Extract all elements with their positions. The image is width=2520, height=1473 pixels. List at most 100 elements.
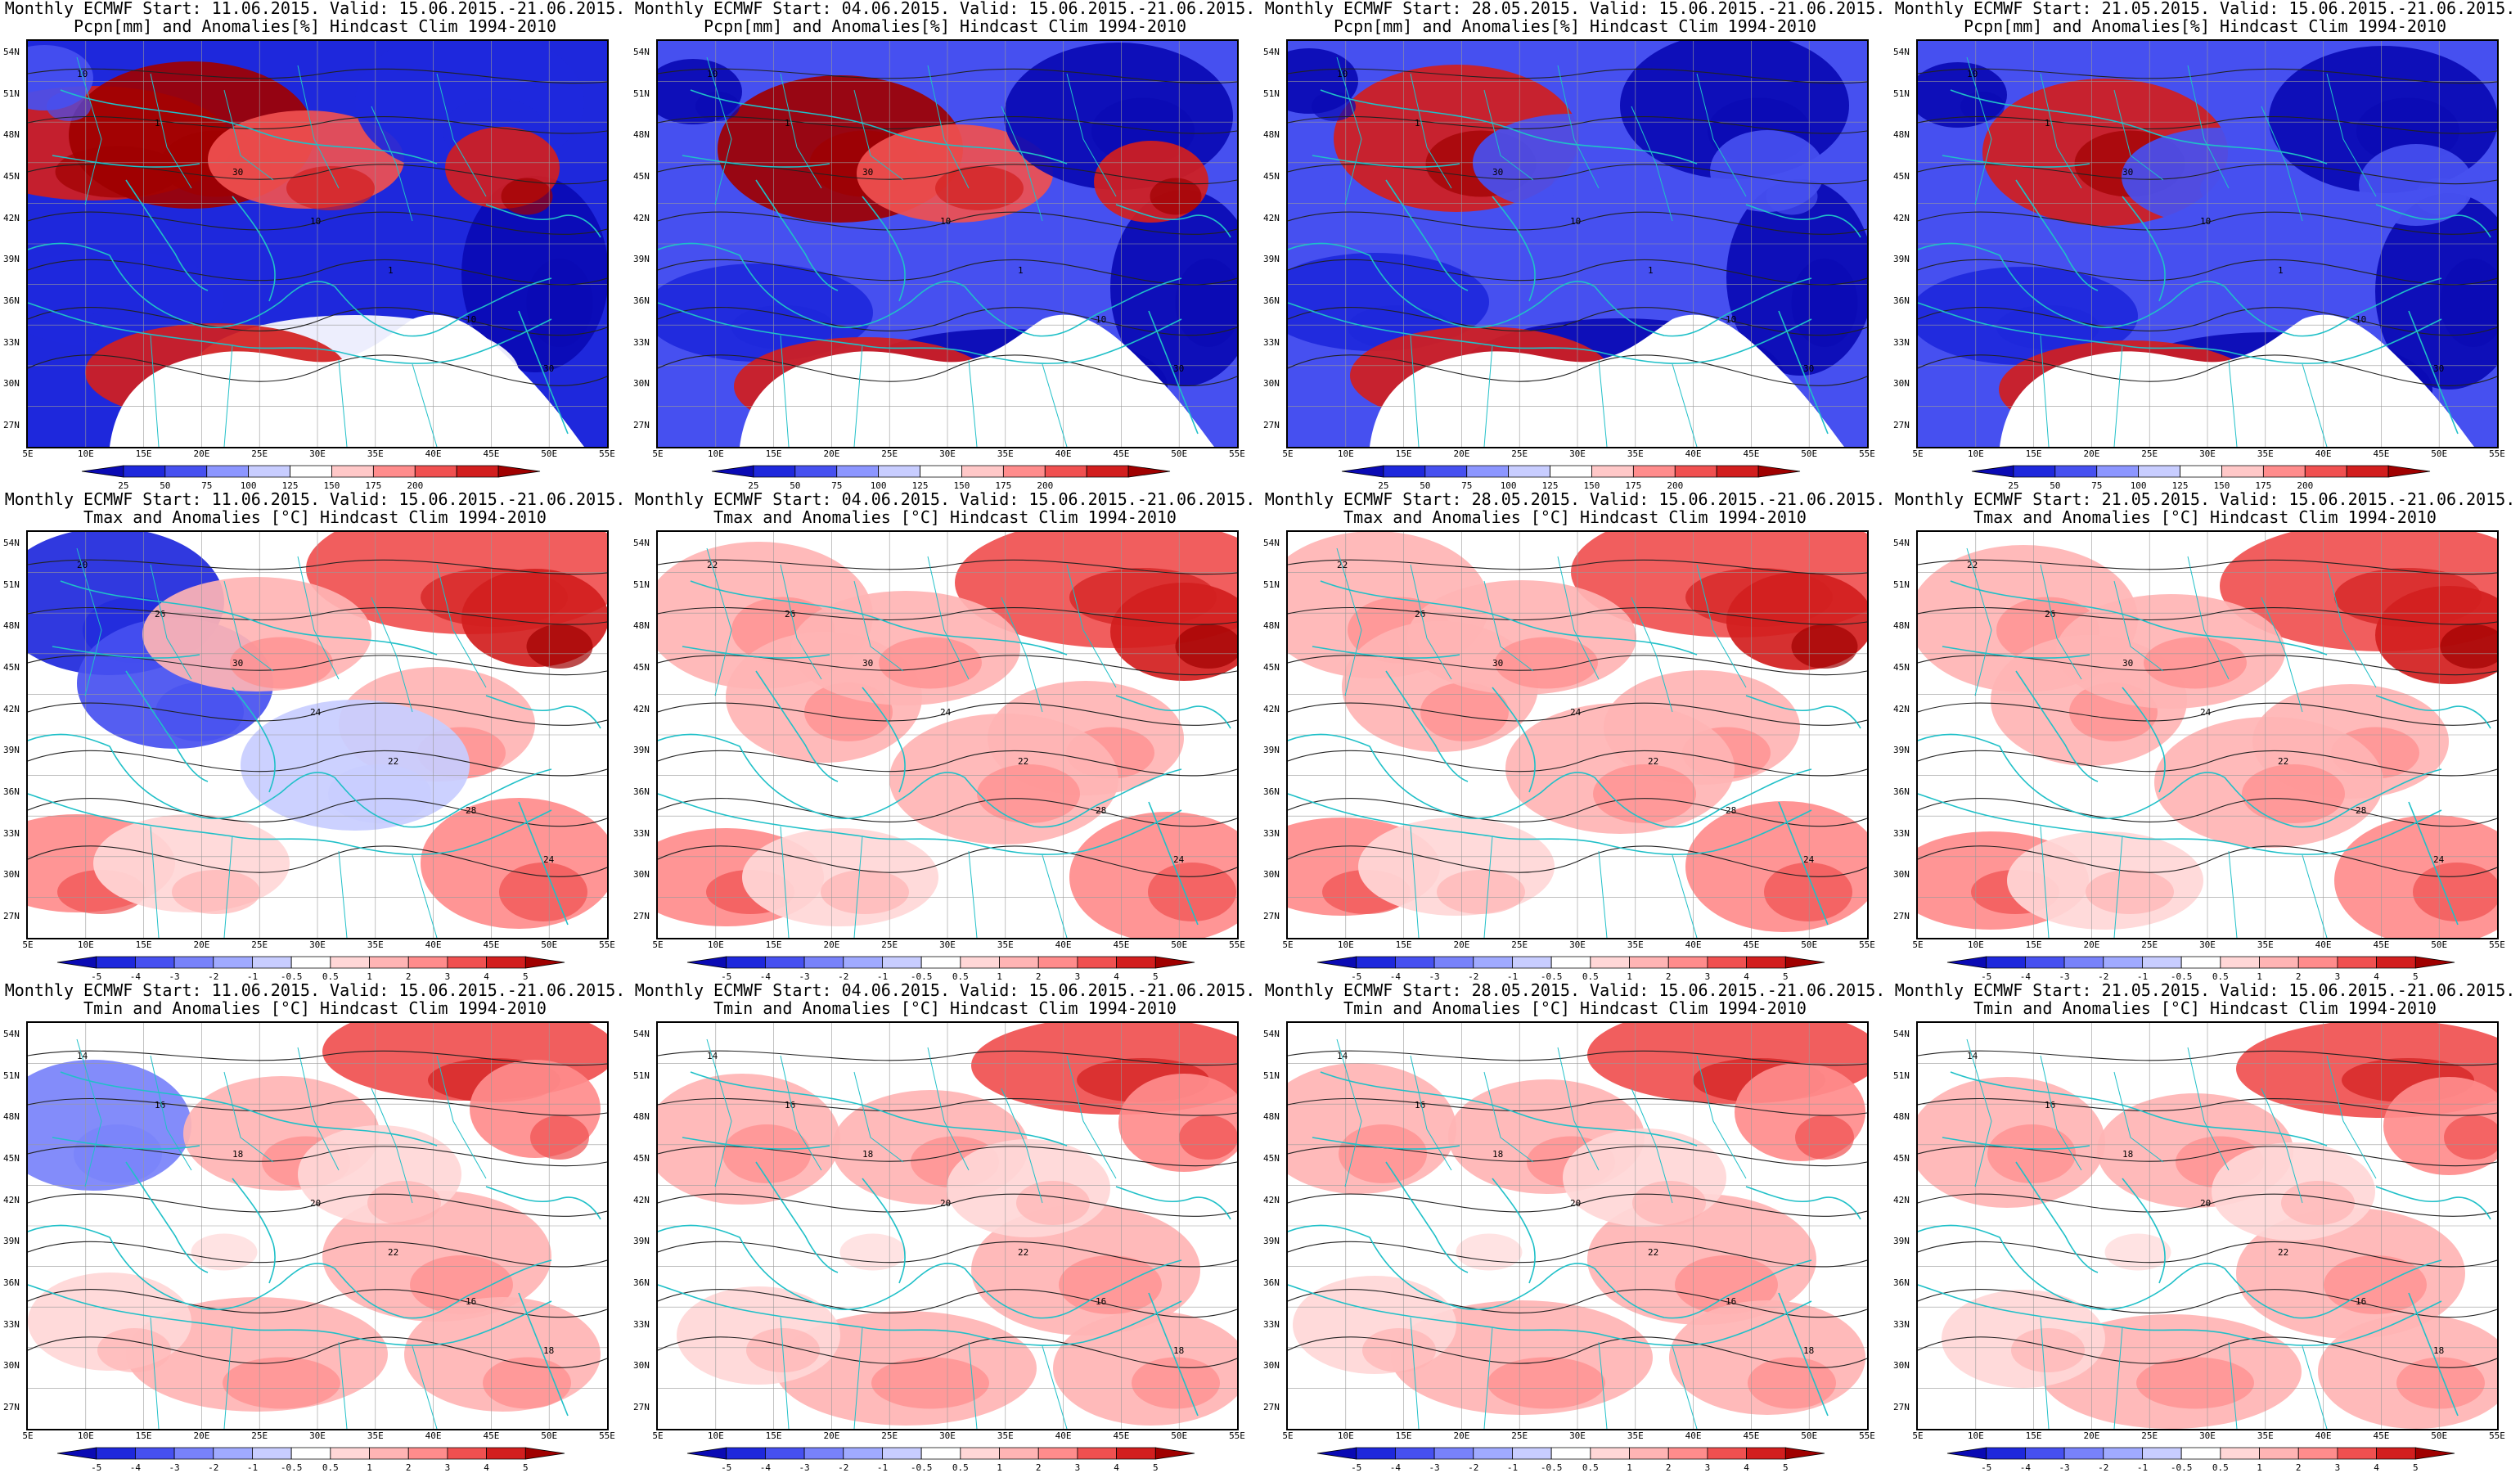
- coastline: [28, 1284, 552, 1346]
- latitude-label: 54N: [3, 1029, 20, 1039]
- latitude-label: 30N: [1893, 1360, 1910, 1372]
- longitude-label: 40E: [1685, 939, 1702, 950]
- country-border: [2261, 1088, 2303, 1204]
- longitude-label: 5E: [652, 1430, 664, 1441]
- anomaly-patch: [1795, 1115, 1854, 1160]
- colorbar-segment: [2180, 956, 2221, 969]
- latitude-label: 39N: [1893, 745, 1910, 756]
- isoline-label: 22: [1648, 756, 1658, 767]
- anomaly-patch: [2242, 764, 2345, 823]
- latitude-label: 51N: [1893, 1070, 1910, 1081]
- country-border: [1483, 1071, 1534, 1163]
- isoline-label: 18: [2433, 1345, 2444, 1356]
- country-border: [1066, 1055, 1117, 1179]
- coastline: [1148, 310, 1199, 435]
- panel-title-variable: Tmax and Anomalies [°C] Hindcast Clim 19…: [1973, 507, 2437, 527]
- anomaly-map: 10 1 30 10 1 10 30: [656, 39, 1239, 448]
- colorbar-label: 2: [2295, 1462, 2302, 1473]
- country-border: [1410, 826, 1420, 938]
- colorbar-segment: [2387, 465, 2431, 478]
- coastline: [658, 242, 1182, 337]
- longitude-label: 55E: [599, 448, 615, 459]
- country-border: [1631, 106, 1673, 222]
- longitude-label: 5E: [1282, 1430, 1294, 1441]
- panel-title-start-valid: Monthly ECMWF Start: 28.05.2015. Valid: …: [1264, 489, 1886, 509]
- coastline: [1950, 1071, 2328, 1146]
- country-border: [780, 73, 822, 189]
- isoline: [1288, 1097, 1867, 1116]
- longitude-label: 35E: [997, 1430, 1014, 1441]
- anomaly-patch: [1312, 92, 1356, 121]
- longitude-label: 10E: [77, 1430, 94, 1441]
- latitude-label: 54N: [633, 1029, 650, 1039]
- coastline: [2122, 196, 2166, 302]
- isoline-label: 26: [155, 609, 165, 619]
- colorbar-segment: [1946, 956, 1987, 969]
- anomaly-patch: [191, 1233, 258, 1271]
- coastline: [2122, 1178, 2166, 1284]
- anomaly-patch: [530, 1115, 589, 1160]
- anomaly-patch: [871, 1357, 989, 1409]
- latitude-label: 48N: [1263, 129, 1280, 141]
- colorbar-segment: [878, 465, 920, 478]
- no-data-area: [740, 314, 1214, 447]
- coastline: [28, 302, 552, 364]
- colorbar-label: 75: [831, 480, 843, 491]
- colorbar-label: 4: [2374, 1462, 2379, 1473]
- anomaly-patch: [499, 863, 587, 921]
- latitude-label: 54N: [1893, 538, 1910, 548]
- anomaly-patch: [367, 1181, 441, 1225]
- colorbar-segment: [1590, 1447, 1630, 1460]
- longitude-label: 55E: [2489, 1430, 2505, 1441]
- longitude-label: 55E: [1859, 448, 1875, 459]
- longitude-label: 50E: [1801, 939, 1818, 950]
- isoline-label: 18: [862, 1149, 873, 1160]
- longitude-label: 45E: [1743, 448, 1760, 459]
- coastline: [1115, 204, 1231, 238]
- colorbar-segment: [1746, 1447, 1786, 1460]
- isoline-label: 22: [2278, 756, 2288, 767]
- latitude-label: 42N: [3, 212, 20, 223]
- isoline: [28, 845, 607, 877]
- coastline: [755, 670, 839, 782]
- coastline: [1778, 310, 1829, 435]
- latitude-label: 33N: [1263, 1318, 1280, 1330]
- colorbar-label: -2: [2098, 1462, 2109, 1473]
- colorbar-segment: [206, 465, 250, 478]
- colorbar-label: 2: [1035, 1462, 1042, 1473]
- isoline: [1288, 211, 1867, 235]
- latitude-label: 36N: [1263, 1277, 1280, 1288]
- isoline-label: 30: [232, 658, 243, 669]
- colorbar-segment: [1424, 465, 1468, 478]
- colorbar-segment: [1394, 1447, 1435, 1460]
- anomaly-patch: [2104, 1233, 2171, 1271]
- colorbar-segment: [1433, 1447, 1474, 1460]
- colorbar-segment: [1002, 465, 1046, 478]
- isoline: [1288, 1336, 1867, 1368]
- panel-title-variable: Tmin and Anomalies [°C] Hindcast Clim 19…: [1973, 998, 2437, 1018]
- country-border: [2326, 73, 2377, 197]
- longitude-label: 5E: [1912, 1430, 1924, 1441]
- colorbar-label: -2: [208, 1462, 219, 1473]
- longitude-label: 30E: [1569, 448, 1586, 459]
- latitude-label: 33N: [3, 1318, 20, 1330]
- coastline: [690, 1071, 1068, 1146]
- country-border: [927, 65, 970, 189]
- country-border: [436, 1055, 487, 1179]
- longitude-label: 45E: [2373, 1430, 2390, 1441]
- longitude-label: 40E: [2315, 448, 2332, 459]
- coastline: [1942, 646, 2090, 659]
- colorbar-segment: [2096, 465, 2140, 478]
- isoline-label: 24: [1173, 854, 1185, 865]
- colorbar-label: -2: [1468, 1462, 1479, 1473]
- anomaly-patch: [155, 682, 244, 741]
- anomaly-patch: [722, 1124, 811, 1183]
- longitude-label: 20E: [193, 448, 210, 459]
- latitude-label: 33N: [3, 336, 20, 348]
- longitude-label: 15E: [135, 939, 152, 950]
- colorbar-segment: [1986, 956, 2026, 969]
- colorbar-segment: [794, 465, 838, 478]
- colorbar-segment: [920, 956, 961, 969]
- colorbar-segment: [1466, 465, 1510, 478]
